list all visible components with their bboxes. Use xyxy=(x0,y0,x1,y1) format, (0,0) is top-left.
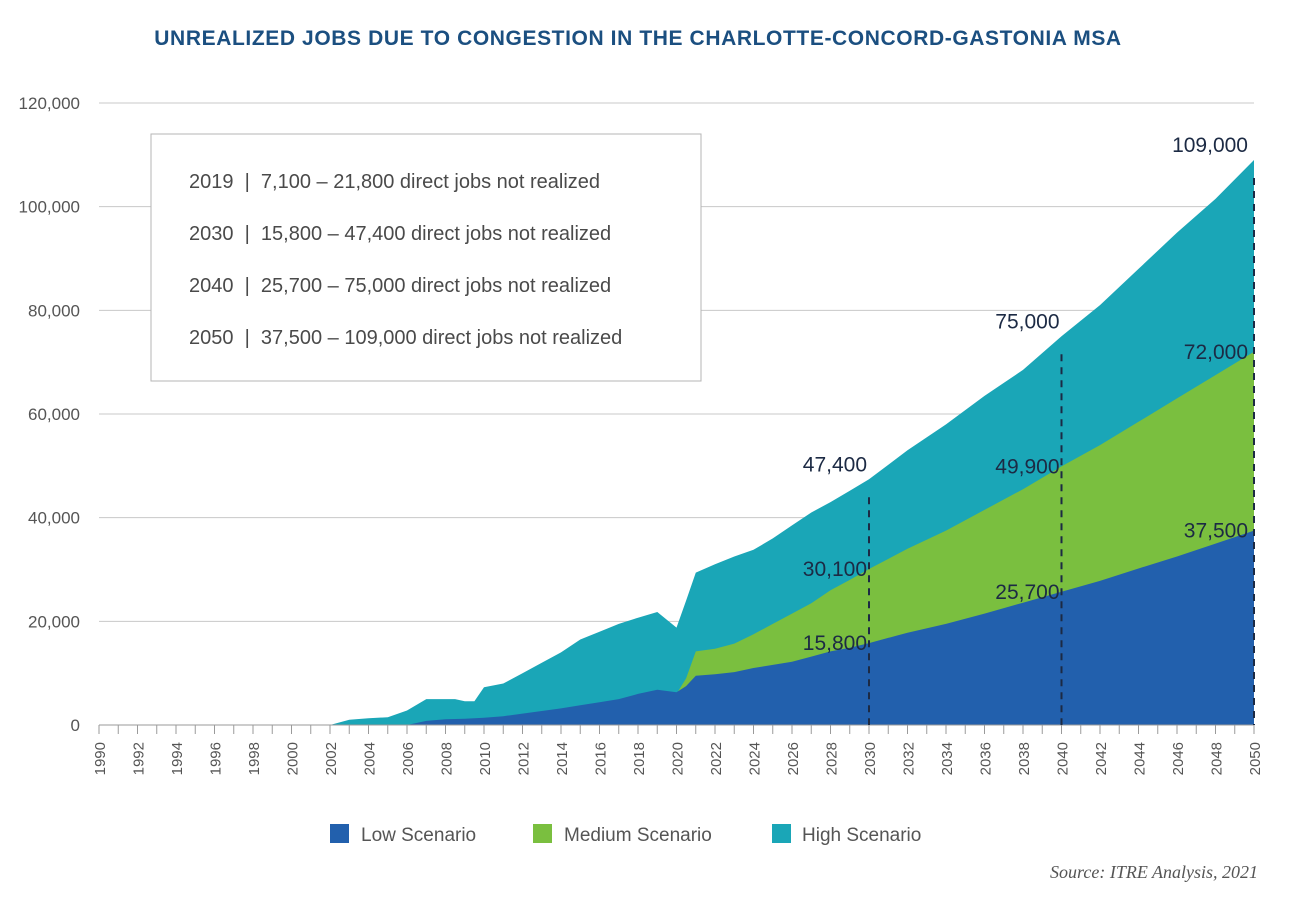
x-tick-label: 2006 xyxy=(400,742,417,775)
chart-title: UNREALIZED JOBS DUE TO CONGESTION IN THE… xyxy=(154,27,1121,50)
x-tick-label: 2048 xyxy=(1209,742,1226,775)
value-label: 25,700 xyxy=(995,581,1059,604)
info-box-frame xyxy=(150,133,702,382)
legend-swatch-low xyxy=(330,824,349,843)
y-tick-label: 100,000 xyxy=(19,198,80,217)
legend-label-medium: Medium Scenario xyxy=(564,825,712,846)
value-label: 75,000 xyxy=(995,310,1059,333)
x-tick-label: 2020 xyxy=(670,742,687,775)
legend-label-low: Low Scenario xyxy=(361,825,476,846)
legend: Low Scenario Medium Scenario High Scenar… xyxy=(330,824,921,846)
x-axis: 1990 1992 1994 1996 1998 2000 2002 2004 2006 2008… xyxy=(92,724,1264,775)
x-tick-label: 2012 xyxy=(516,742,533,775)
x-tick-label: 2030 xyxy=(862,742,879,775)
x-tick-label: 2050 xyxy=(1247,742,1264,775)
x-tick-label: 2028 xyxy=(824,742,841,775)
x-tick-label: 1996 xyxy=(208,742,225,775)
info-line-2050: 2050 | 37,500 – 109,000 direct jobs not … xyxy=(189,327,622,349)
x-tick-label: 1990 xyxy=(92,742,109,775)
x-tick-label: 1992 xyxy=(131,742,148,775)
y-tick-label: 60,000 xyxy=(28,405,80,424)
x-tick-label: 2044 xyxy=(1132,742,1149,775)
info-box: 2019 | 7,100 – 21,800 direct jobs not re… xyxy=(150,133,702,382)
x-tick-label: 2036 xyxy=(978,742,995,775)
x-tick-label: 2040 xyxy=(1055,742,1072,775)
marker-lines: 47,400 30,100 15,800 75,000 49,900 25,700 109,… xyxy=(803,134,1255,725)
x-tick-label: 2016 xyxy=(593,742,610,775)
source-note: Source: ITRE Analysis, 2021 xyxy=(1050,862,1258,882)
x-tick-label: 2000 xyxy=(285,742,302,775)
x-tick-label: 1998 xyxy=(246,742,263,775)
x-tick-label: 2014 xyxy=(554,742,571,775)
x-tick-label: 2010 xyxy=(477,742,494,775)
plot-areas xyxy=(99,160,1254,725)
x-tick-label: 2042 xyxy=(1093,742,1110,775)
y-tick-label: 120,000 xyxy=(19,94,80,113)
legend-swatch-high xyxy=(772,824,791,843)
legend-swatch-medium xyxy=(533,824,552,843)
info-line-2040: 2040 | 25,700 – 75,000 direct jobs not r… xyxy=(189,275,611,297)
x-tick-label: 2024 xyxy=(747,742,764,775)
info-line-2019: 2019 | 7,100 – 21,800 direct jobs not re… xyxy=(189,171,600,193)
x-tick-label: 2038 xyxy=(1016,742,1033,775)
x-tick-label: 2018 xyxy=(631,742,648,775)
x-tick-label: 2026 xyxy=(785,742,802,775)
info-line-2030: 2030 | 15,800 – 47,400 direct jobs not r… xyxy=(189,223,611,245)
x-tick-label: 2032 xyxy=(901,742,918,775)
value-label: 30,100 xyxy=(803,558,867,581)
value-label: 49,900 xyxy=(995,455,1059,478)
value-label: 72,000 xyxy=(1184,341,1248,364)
x-tick-label: 2002 xyxy=(323,742,340,775)
value-label: 47,400 xyxy=(803,453,867,476)
y-tick-label: 0 xyxy=(71,716,80,735)
area-low-scenario xyxy=(99,530,1254,725)
x-tick-label: 2008 xyxy=(439,742,456,775)
value-label: 109,000 xyxy=(1172,134,1248,157)
x-tick-label: 2022 xyxy=(708,742,725,775)
x-tick-label: 2046 xyxy=(1170,742,1187,775)
y-tick-label: 20,000 xyxy=(28,612,80,631)
value-label: 15,800 xyxy=(803,632,867,655)
legend-label-high: High Scenario xyxy=(802,825,921,846)
value-label: 37,500 xyxy=(1184,520,1248,543)
y-tick-label: 80,000 xyxy=(28,301,80,320)
x-tick-label: 2004 xyxy=(362,742,379,775)
x-tick-label: 2034 xyxy=(939,742,956,775)
x-tick-label: 1994 xyxy=(169,742,186,775)
y-tick-label: 40,000 xyxy=(28,509,80,528)
